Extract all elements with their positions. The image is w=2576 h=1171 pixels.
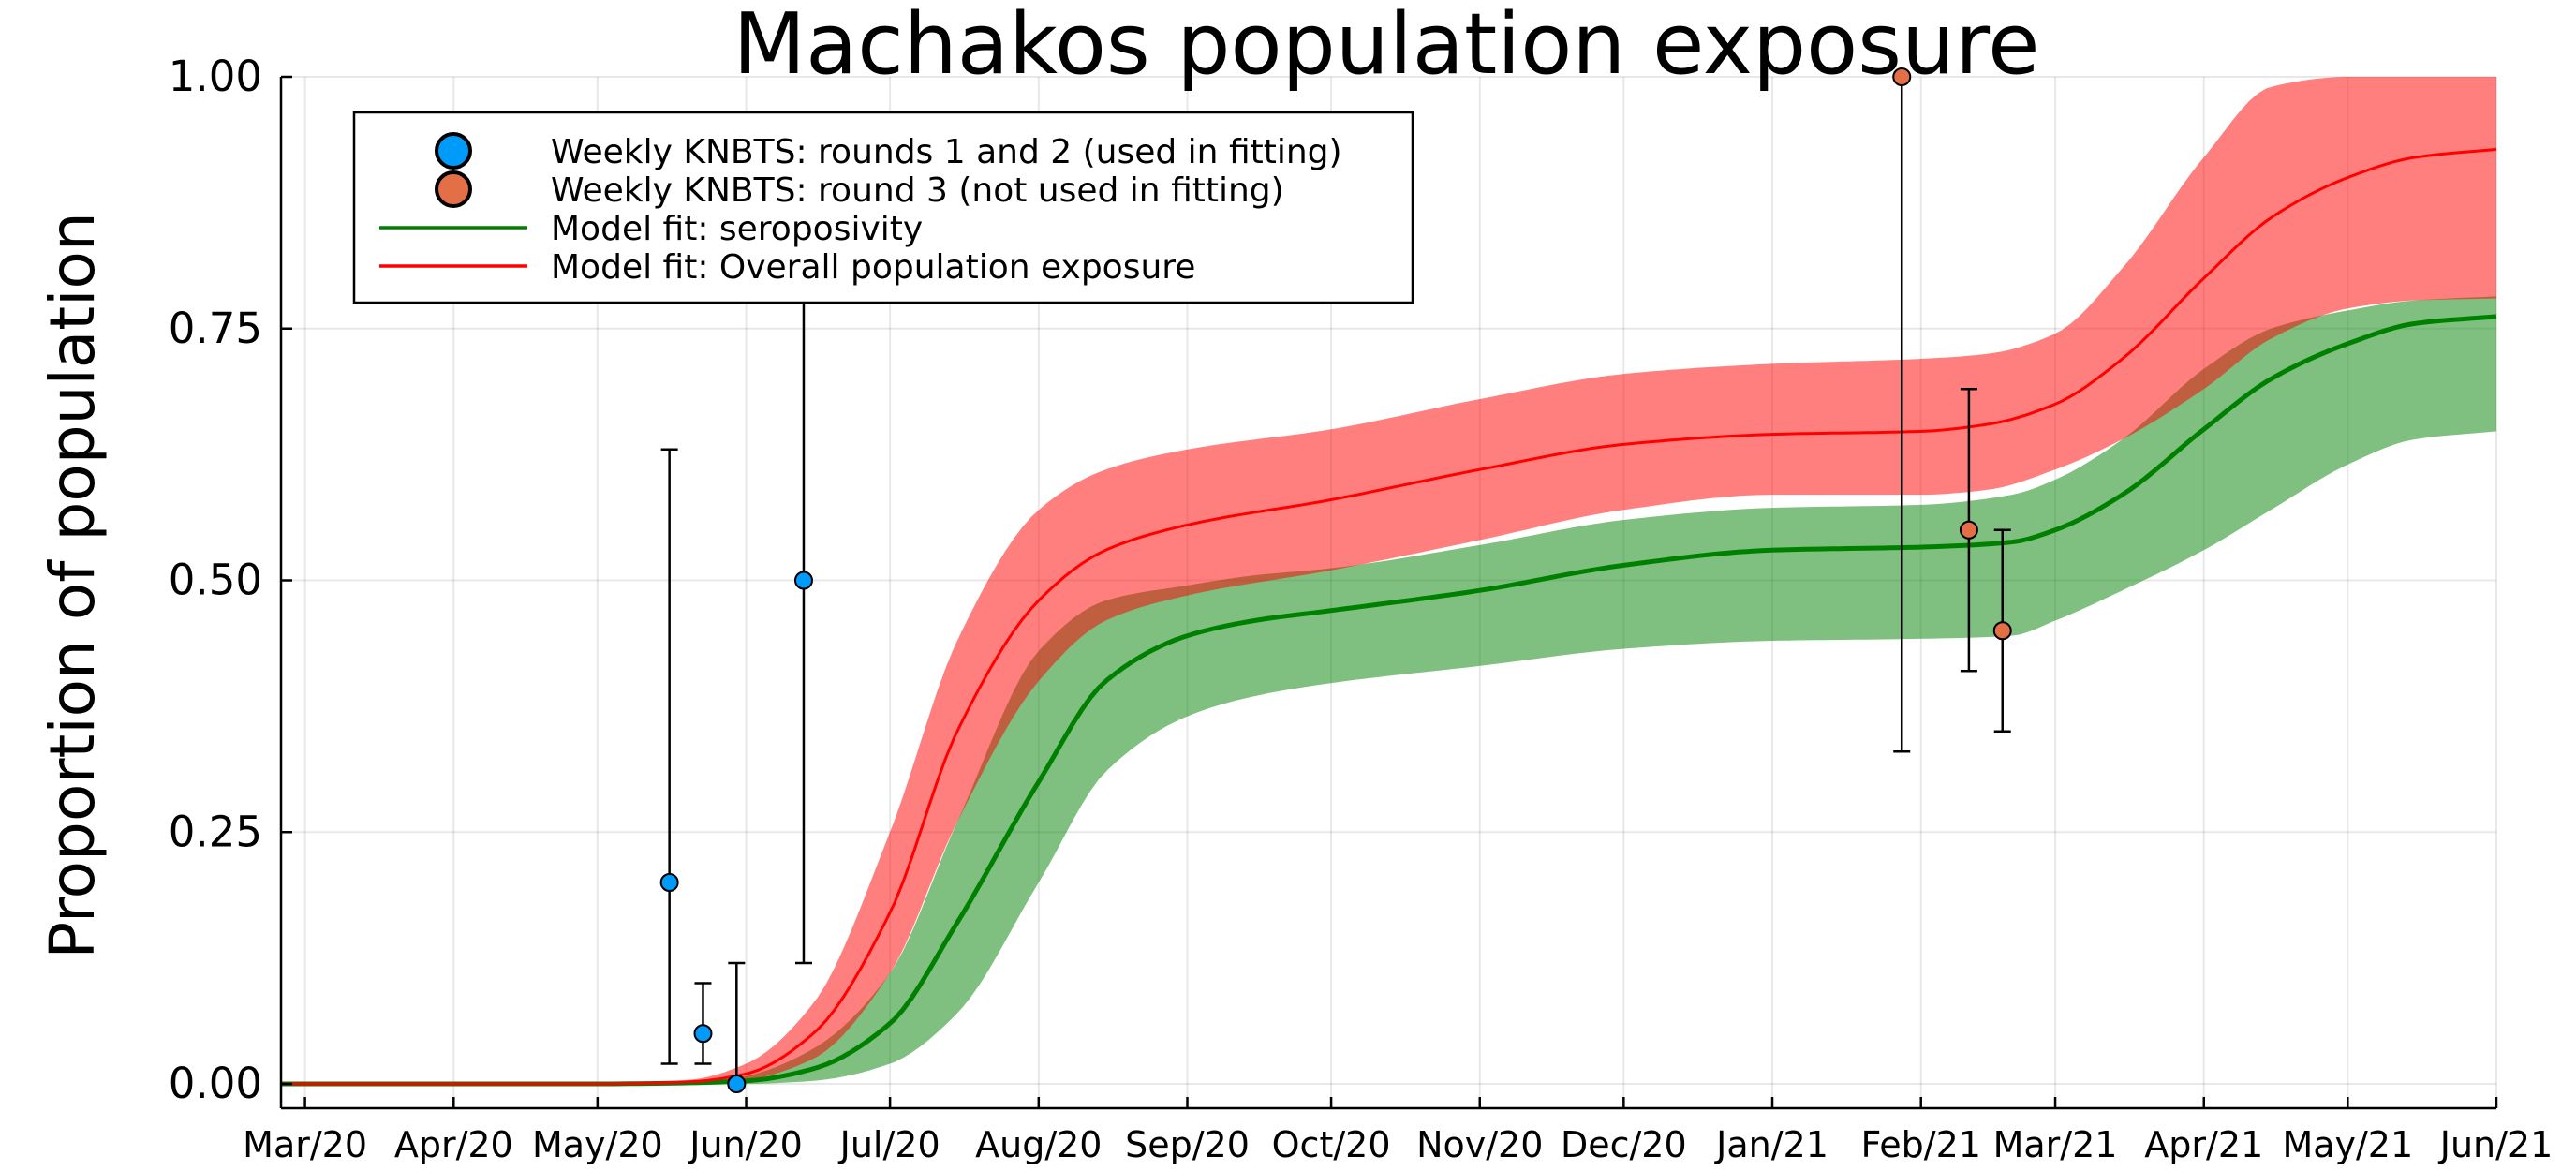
x-tick-label: Jun/20 xyxy=(688,1124,803,1165)
legend-label: Weekly KNBTS: round 3 (not used in fitti… xyxy=(551,171,1284,210)
x-tick-label: Dec/20 xyxy=(1561,1124,1687,1165)
x-tick-label: Jun/21 xyxy=(2438,1124,2554,1165)
x-tick-labels: Mar/20 Apr/20 May/20 Jun/20 Jul/20 Aug/20 Sep/… xyxy=(243,1124,2553,1165)
data-point xyxy=(1959,520,1978,540)
x-tick-label: Sep/20 xyxy=(1125,1124,1250,1165)
legend-label: Model fit: Overall population exposure xyxy=(551,248,1195,287)
data-points xyxy=(659,67,2012,1093)
x-tick-label: Oct/20 xyxy=(1272,1124,1391,1165)
x-tick-label: Apr/20 xyxy=(394,1124,513,1165)
x-tick-label: Aug/20 xyxy=(975,1124,1102,1165)
band-exposure xyxy=(281,77,2496,1084)
data-point xyxy=(1892,67,1912,86)
x-tick-label: Apr/21 xyxy=(2144,1124,2263,1165)
legend-label: Model fit: seroposivity xyxy=(551,210,923,248)
chart-title: Machakos population exposure xyxy=(733,0,2039,94)
y-tick-label: 1.00 xyxy=(169,52,262,101)
legend-marker xyxy=(435,170,472,208)
x-tick-label: Mar/20 xyxy=(243,1124,367,1165)
x-tick-label: Jan/21 xyxy=(1714,1124,1828,1165)
y-tick-label: 0.00 xyxy=(169,1059,262,1108)
axes xyxy=(279,75,2498,1110)
y-tick-labels: 0.00 0.25 0.50 0.75 1.00 xyxy=(169,52,262,1108)
legend-box xyxy=(352,111,1414,304)
y-tick-label: 0.75 xyxy=(169,304,262,353)
x-tick-label: Jul/20 xyxy=(838,1124,940,1165)
data-point xyxy=(793,571,813,590)
data-point xyxy=(727,1075,747,1093)
legend-marker xyxy=(435,132,472,170)
y-tick-label: 0.25 xyxy=(169,807,262,856)
y-axis-label: Proportion of population xyxy=(37,212,109,958)
data-point xyxy=(1992,621,2012,641)
legend: Weekly KNBTS: rounds 1 and 2 (used in fi… xyxy=(352,111,1414,304)
x-tick-label: Feb/21 xyxy=(1860,1124,1980,1165)
y-tick-label: 0.50 xyxy=(169,556,262,605)
x-tick-label: May/20 xyxy=(532,1124,663,1165)
model-lines xyxy=(281,147,2497,1087)
x-tick-label: May/21 xyxy=(2282,1124,2413,1165)
legend-label: Weekly KNBTS: rounds 1 and 2 (used in fi… xyxy=(551,133,1342,171)
data-point xyxy=(693,1024,713,1044)
x-tick-label: Mar/21 xyxy=(1993,1124,2118,1165)
x-tick-label: Nov/20 xyxy=(1416,1124,1543,1165)
data-point xyxy=(659,873,679,892)
line-exposure xyxy=(281,147,2497,1086)
